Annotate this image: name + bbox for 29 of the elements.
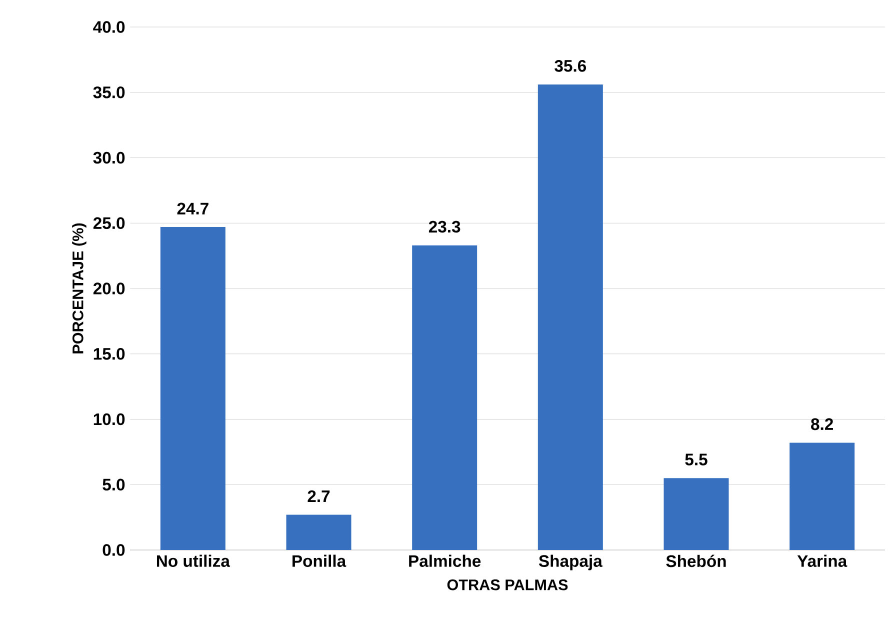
y-tick-label: 40.0: [93, 21, 125, 33]
data-label: 35.6: [554, 60, 586, 72]
bar: [538, 84, 603, 550]
x-tick-label: Ponilla: [292, 554, 346, 567]
data-label: 5.5: [685, 454, 708, 466]
y-tick-label: 5.0: [102, 478, 125, 491]
y-tick-label: 25.0: [93, 217, 125, 230]
bar: [286, 514, 352, 550]
y-tick-label: 35.0: [93, 86, 125, 98]
data-label: 23.3: [428, 220, 460, 233]
data-label: 8.2: [811, 418, 833, 430]
bar: [664, 478, 729, 550]
y-tick-label: 20.0: [93, 282, 125, 294]
bar: [160, 227, 226, 550]
x-tick-label: Shapaja: [538, 554, 602, 570]
data-label: 2.7: [308, 490, 330, 502]
x-tick-label: Palmiche: [409, 554, 481, 567]
x-tick-label: Yarina: [797, 554, 848, 567]
y-tick-label: 0.0: [102, 544, 125, 556]
y-tick-label: 15.0: [94, 348, 125, 360]
y-tick-label: 10.0: [94, 413, 125, 426]
x-axis-title: OTRAS PALMAS: [447, 579, 568, 590]
data-label: 24.7: [177, 202, 208, 214]
y-tick-label: 30.0: [93, 152, 125, 164]
x-tick-label: No utiliza: [156, 554, 230, 567]
y-axis-title: PORCENTAJE (%): [72, 223, 86, 354]
bar: [412, 245, 478, 550]
x-tick-label: Shebón: [666, 554, 726, 568]
bar: [790, 442, 855, 550]
